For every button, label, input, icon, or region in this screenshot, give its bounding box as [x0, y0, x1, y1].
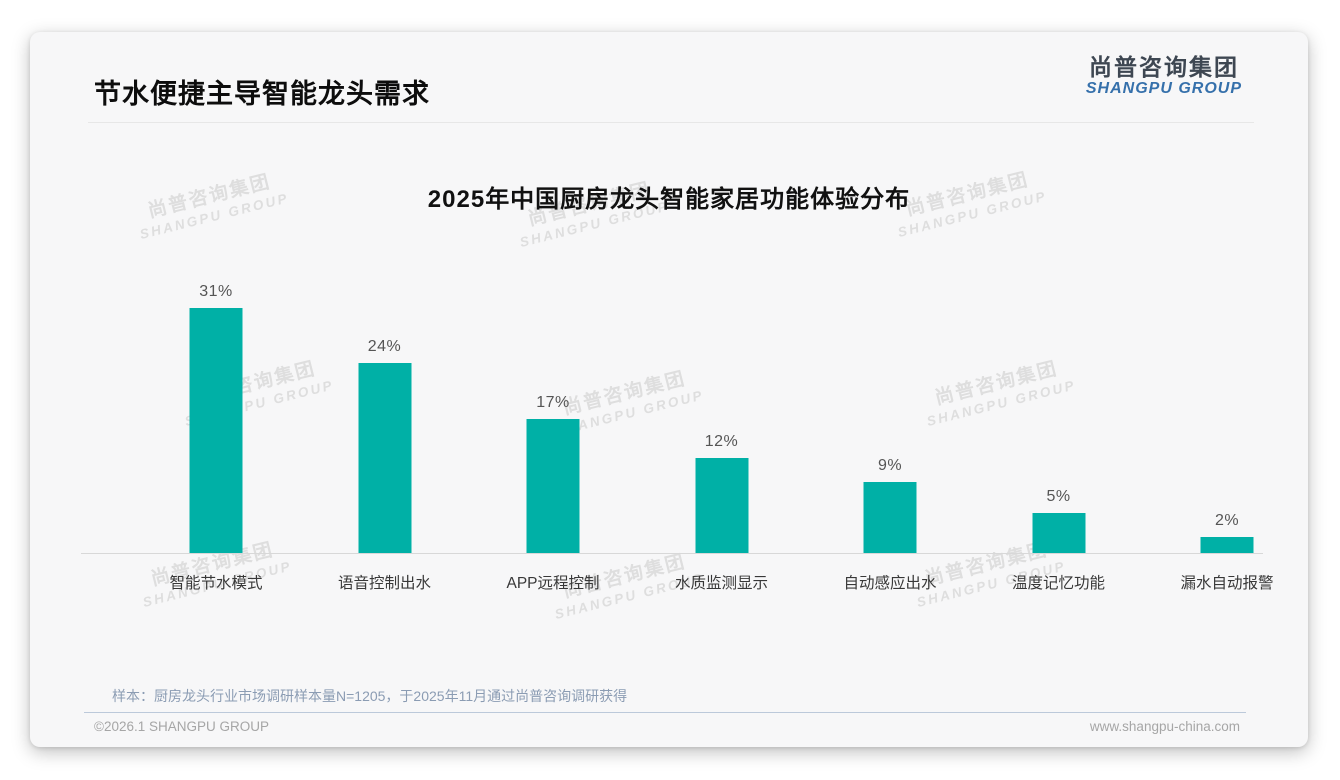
bar-value-label: 5%	[1046, 488, 1071, 505]
chart-column: 31% 智能节水模式	[132, 272, 300, 592]
bar	[526, 419, 580, 553]
bar-value-label: 24%	[367, 338, 402, 355]
bar-value-label: 12%	[704, 433, 739, 450]
bar	[695, 458, 748, 553]
chart-column: 5% 温度记忆功能	[975, 272, 1143, 592]
logo-chinese-text: 尚普咨询集团	[1088, 54, 1239, 80]
bar-category-label: APP远程控制	[506, 575, 600, 592]
slide: 尚普咨询集团 SHANGPU GROUP 尚普咨询集团 SHANGPU GROUP 尚普…	[30, 32, 1308, 747]
bar-value-label: 2%	[1214, 512, 1240, 529]
note-divider	[84, 712, 1246, 713]
chart-column: 9% 自动感应出水	[806, 272, 974, 592]
bar	[1200, 537, 1254, 553]
company-logo: 尚普咨询集团 SHANGPU GROUP	[1086, 54, 1242, 99]
bar	[358, 363, 411, 553]
sample-note: 样本：厨房龙头行业市场调研样本量N=1205，于2025年11月通过尚普咨询调研…	[112, 688, 628, 704]
chart-column: 12% 水质监测显示	[638, 272, 806, 592]
website-url: www.shangpu-china.com	[1089, 719, 1240, 734]
bar-category-label: 语音控制出水	[337, 575, 431, 592]
x-axis-line	[81, 553, 1263, 554]
chart-plot: 31% 智能节水模式 24% 语音控制出水 17% APP远程控制 12% 水质监测显示 9% 自…	[81, 272, 1273, 592]
bar-category-label: 温度记忆功能	[1011, 575, 1105, 592]
bar-category-label: 漏水自动报警	[1180, 575, 1274, 592]
bar-category-label: 智能节水模式	[169, 575, 263, 592]
bar	[1032, 513, 1085, 553]
title-divider	[88, 122, 1254, 123]
bar	[189, 308, 243, 553]
bar-category-label: 水质监测显示	[674, 575, 768, 592]
bar	[863, 482, 917, 553]
bar-value-label: 9%	[877, 457, 903, 474]
bar-value-label: 17%	[536, 394, 570, 411]
logo-english-text: SHANGPU GROUP	[1085, 80, 1242, 98]
bar-category-label: 自动感应出水	[843, 575, 937, 592]
chart-column: 2% 漏水自动报警	[1143, 272, 1308, 592]
chart-column: 24% 语音控制出水	[301, 272, 469, 592]
page-title: 节水便捷主导智能龙头需求	[94, 79, 430, 109]
copyright-text: ©2026.1 SHANGPU GROUP	[94, 719, 270, 734]
chart-column: 17% APP远程控制	[469, 272, 637, 592]
bar-value-label: 31%	[199, 283, 233, 300]
chart-title: 2025年中国厨房龙头智能家居功能体验分布	[427, 186, 911, 213]
